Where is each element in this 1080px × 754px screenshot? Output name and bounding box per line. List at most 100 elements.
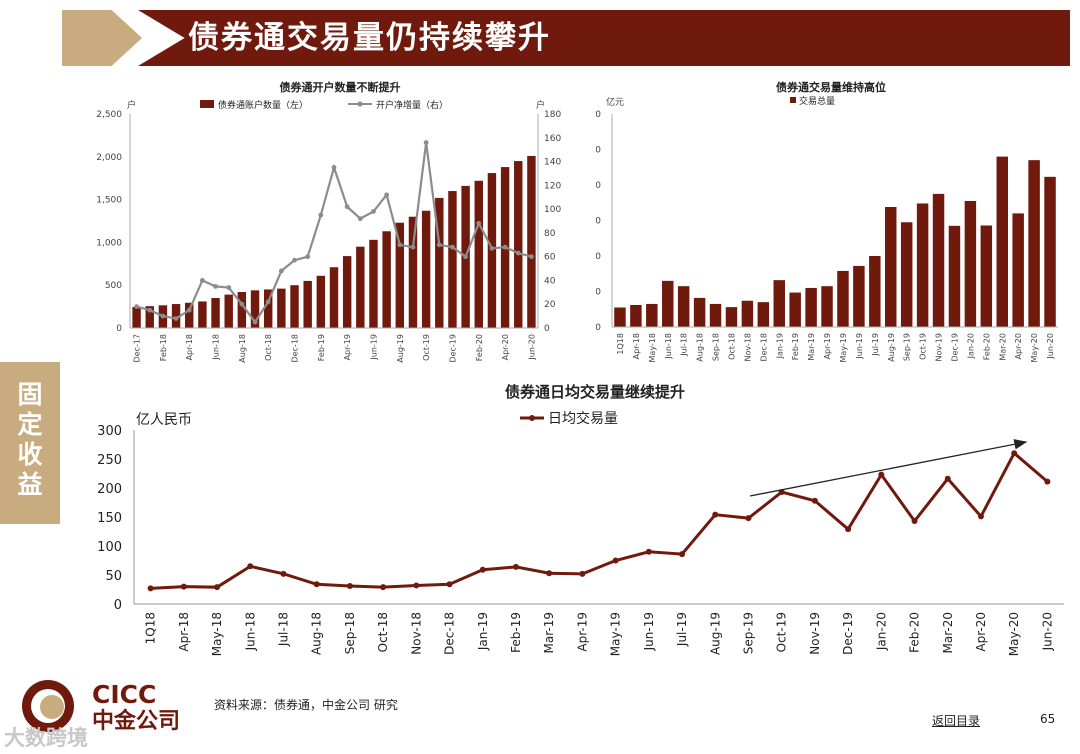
- chart1-left-tick-label: 1,000: [96, 238, 122, 248]
- chart1-left-tick-label: 0: [116, 324, 122, 334]
- chart3-y-tick-label: 250: [97, 453, 122, 468]
- chart2-bar: [614, 307, 626, 327]
- chart1-legend-bar-swatch: [200, 100, 214, 108]
- chart2-legend: 交易总量: [790, 95, 835, 107]
- chart1-line-point: [331, 165, 337, 170]
- chart3-y-tick-label: 200: [97, 482, 122, 497]
- chart3-x-tick-label: Oct-19: [775, 612, 789, 652]
- back-to-contents-link[interactable]: 返回目录: [932, 714, 981, 728]
- chart2-x-tick-label: Oct-18: [727, 333, 736, 360]
- chart3-x-tick-label: Apr-18: [177, 612, 191, 652]
- chart1-bar: [435, 197, 444, 328]
- chart1-line-point: [529, 254, 534, 260]
- account-count-chart: 债券通开户数量不断提升 户 户 债券通账户数量（左） 开户净增量（右） 0 500…: [96, 80, 561, 363]
- chart1-left-tick-label: 1,500: [96, 196, 122, 206]
- chart2-bar: [853, 265, 865, 327]
- chart3-legend: 日均交易量: [520, 410, 618, 427]
- chart1-x-tick-label: Dec-17: [133, 334, 142, 363]
- chart2-x-tick-label: Jun-20: [1046, 333, 1055, 360]
- chart3-y-tick-label: 300: [97, 424, 122, 439]
- chart1-line-point: [515, 250, 521, 256]
- chart2-unit: 亿元: [606, 96, 624, 108]
- chart1-line-point: [134, 304, 139, 309]
- chart1-line-point: [450, 244, 455, 250]
- chart1-x-tick-label: Aug-18: [238, 334, 247, 363]
- chart1-line-point: [265, 299, 271, 305]
- chart1-bar: [224, 294, 233, 328]
- chart1-bar: [448, 191, 457, 328]
- chart1-bar: [132, 307, 141, 328]
- chart1-left-unit: 户: [127, 99, 136, 111]
- chart2-bar: [948, 225, 961, 327]
- chart3-legend-marker: [529, 415, 535, 421]
- chart3-line-point: [313, 581, 320, 588]
- chart3-line-point: [911, 518, 918, 525]
- chart3-x-tick-label: Mar-20: [941, 612, 955, 653]
- chart1-bar: [250, 290, 260, 328]
- source-note: 资料来源：债券通，中金公司 研究: [214, 698, 398, 712]
- chart2-bar: [916, 203, 929, 327]
- chart3-x-tick-label: Feb-20: [908, 612, 922, 653]
- chart2-bar: [757, 302, 770, 327]
- chart3-x-tick-label: Nov-19: [808, 612, 822, 655]
- cicc-logo[interactable]: CICC 中金公司: [18, 676, 198, 738]
- chart1-bar: [290, 285, 299, 328]
- chart1-line-point: [371, 209, 376, 214]
- chart1-line-point: [147, 307, 153, 313]
- chart3-line-point: [147, 585, 154, 592]
- chart1-right-tick-label: 40: [544, 276, 556, 286]
- chart1-bar: [395, 222, 405, 328]
- chart2-y-tick-label: 3,000: [596, 217, 601, 227]
- chart1-right-tick-label: 120: [544, 181, 561, 191]
- chart1-line-point: [239, 301, 245, 307]
- chart2-bar: [869, 256, 881, 327]
- chart1-line-point: [305, 254, 311, 260]
- chart2-x-tick-label: Jul-18: [680, 333, 689, 357]
- chart1-line-point: [252, 319, 258, 325]
- page-number: 65: [1040, 712, 1056, 726]
- chart3-line-point: [1044, 478, 1051, 485]
- chart1-x-tick-label: Feb-19: [317, 334, 326, 361]
- chart1-line-point: [292, 257, 297, 263]
- header-tan-chevron: [62, 10, 142, 66]
- chart3-x-tick-label: Jun-20: [1040, 612, 1054, 651]
- chart1-line-point: [226, 285, 232, 290]
- section-side-tab[interactable]: [0, 362, 60, 524]
- chart3-x-tick-label: Dec-18: [443, 612, 457, 655]
- chart1-right-tick-label: 180: [544, 110, 561, 120]
- chart3-line-point: [180, 583, 187, 590]
- chart2-x-tick-label: Apr-18: [632, 333, 641, 359]
- chart1-bar: [185, 302, 194, 328]
- chart1-line-point: [410, 244, 416, 250]
- chart1-x-tick-label: Dec-18: [291, 334, 300, 363]
- chart1-bar: [382, 231, 391, 328]
- chart2-x-tick-label: Sep-18: [712, 333, 721, 361]
- chart2-x-tick-label: Jun-18: [664, 333, 673, 360]
- chart2-y-tick-label: 0: [596, 323, 601, 333]
- chart1-bar: [316, 275, 326, 328]
- chart1-x-tick-label: Oct-19: [422, 334, 431, 361]
- chart2-x-tick-label: Dec-18: [759, 333, 768, 362]
- chart3-x-tick-label: Mar-19: [542, 612, 556, 653]
- chart3-line-point: [845, 526, 852, 533]
- chart1-right-tick-label: 100: [544, 205, 561, 215]
- chart1-legend: 债券通账户数量（左） 开户净增量（右）: [200, 99, 448, 111]
- section-side-label: 固定收益: [17, 380, 43, 499]
- chart2-x-tick-label: Apr-20: [1014, 333, 1023, 359]
- chart1-x-tick-label: Apr-19: [343, 334, 352, 360]
- chart1-line-point: [502, 244, 508, 250]
- trading-volume-chart: 债券通交易量维持高位 亿元 交易总量 0 1,000 2,000 3,000 4,000…: [596, 80, 1058, 362]
- chart1-bar: [342, 256, 352, 328]
- chart1-right-tick-label: 20: [544, 300, 556, 310]
- chart1-bar: [408, 216, 418, 328]
- chart1-line-point: [213, 283, 218, 289]
- cicc-logo-mark: CICC 中金公司: [22, 680, 180, 734]
- chart1-line-point: [384, 192, 390, 198]
- chart1-right-tick-label: 80: [544, 229, 556, 239]
- chart3-line-point: [579, 570, 586, 577]
- chart3-x-tick-label: Jul-19: [675, 612, 689, 647]
- chart3-x-tick-label: Jan-20: [874, 612, 888, 651]
- chart2-bar: [805, 287, 817, 327]
- chart3-line-point: [811, 497, 818, 504]
- chart1-line-point: [199, 278, 205, 283]
